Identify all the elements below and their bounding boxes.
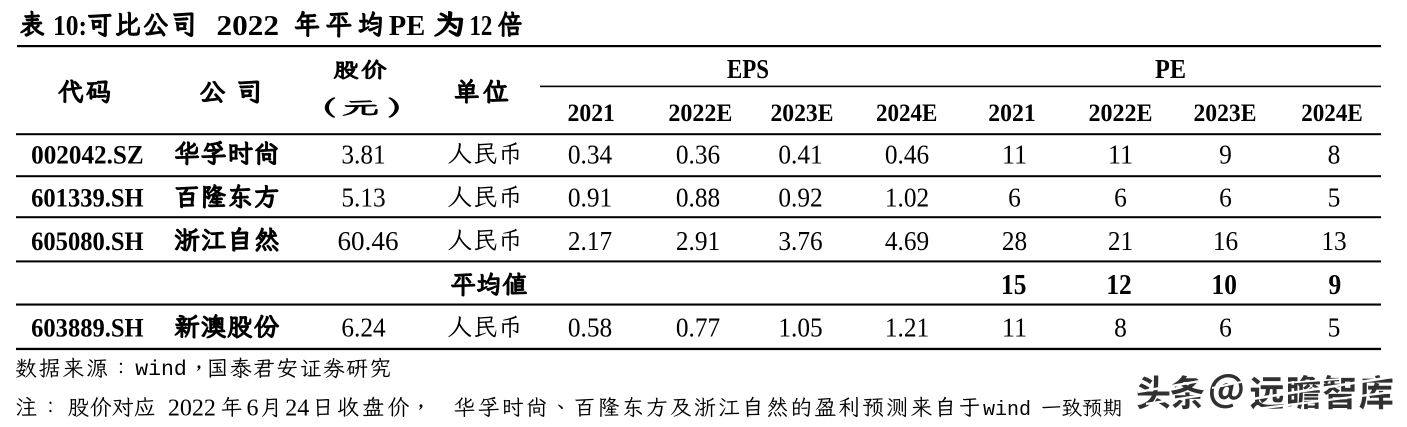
svg-text:2023E: 2023E [1194,98,1257,127]
svg-text:2022E: 2022E [1088,98,1152,127]
svg-text:6.24: 6.24 [341,312,386,343]
svg-text:6: 6 [1114,182,1127,213]
svg-text:10: 10 [1212,270,1237,301]
svg-text:12: 12 [470,10,493,42]
svg-text:0.46: 0.46 [885,138,929,169]
svg-text:15: 15 [1001,270,1026,301]
svg-text:11: 11 [1002,312,1027,343]
svg-text:2024E: 2024E [1301,98,1363,127]
svg-text:0.58: 0.58 [568,312,612,343]
svg-text:28: 28 [1002,225,1027,256]
svg-text:5: 5 [1328,182,1341,213]
svg-text:2021: 2021 [568,98,615,127]
svg-text:6: 6 [247,395,259,421]
svg-text:4.69: 4.69 [885,225,929,256]
svg-text:5: 5 [1328,312,1341,343]
svg-text:5.13: 5.13 [341,182,385,213]
svg-text:1.02: 1.02 [885,182,929,213]
svg-text:603889.SH: 603889.SH [31,313,144,343]
svg-text:2024E: 2024E [876,98,938,127]
svg-text:9: 9 [1219,138,1232,169]
svg-text:6: 6 [1008,182,1021,213]
svg-text:2023E: 2023E [771,98,834,127]
svg-text:0.92: 0.92 [778,182,822,213]
svg-text:2022E: 2022E [668,98,732,127]
svg-text:24: 24 [285,395,309,421]
svg-text:2022: 2022 [217,10,280,42]
svg-text:0.77: 0.77 [676,312,720,343]
svg-text:12: 12 [1106,270,1131,301]
svg-text:6: 6 [1219,312,1232,343]
svg-text:0.34: 0.34 [568,138,613,169]
svg-text:wind: wind [983,399,1031,422]
svg-text:9: 9 [1328,270,1341,301]
svg-text:0.41: 0.41 [778,138,822,169]
svg-text:8: 8 [1328,138,1341,169]
svg-text:21: 21 [1108,225,1133,256]
svg-text:2.91: 2.91 [676,225,720,256]
svg-text:PE: PE [389,10,425,42]
svg-text:3.81: 3.81 [341,138,385,169]
svg-text:0.36: 0.36 [676,138,720,169]
svg-text:EPS: EPS [727,54,769,84]
svg-text:11: 11 [1108,138,1133,169]
svg-text:0.91: 0.91 [568,182,612,213]
svg-text:2.17: 2.17 [568,225,612,256]
svg-text:1.21: 1.21 [885,312,929,343]
svg-text:002042.SZ: 002042.SZ [31,139,144,169]
svg-text:3.76: 3.76 [778,225,822,256]
svg-text:1.05: 1.05 [778,312,822,343]
svg-text:601339.SH: 601339.SH [31,183,144,213]
svg-text:13: 13 [1321,225,1346,256]
svg-text:60.46: 60.46 [338,225,399,256]
svg-text:11: 11 [1002,138,1027,169]
svg-text:0.88: 0.88 [676,182,720,213]
svg-text:2021: 2021 [988,98,1035,127]
svg-text:wind: wind [135,358,187,382]
svg-text:10:: 10: [53,10,87,42]
svg-text:6: 6 [1219,182,1232,213]
svg-text:8: 8 [1114,312,1127,343]
svg-text:16: 16 [1213,225,1238,256]
svg-text:605080.SH: 605080.SH [31,226,144,256]
svg-text:2022: 2022 [168,395,216,421]
svg-text:PE: PE [1155,54,1186,84]
